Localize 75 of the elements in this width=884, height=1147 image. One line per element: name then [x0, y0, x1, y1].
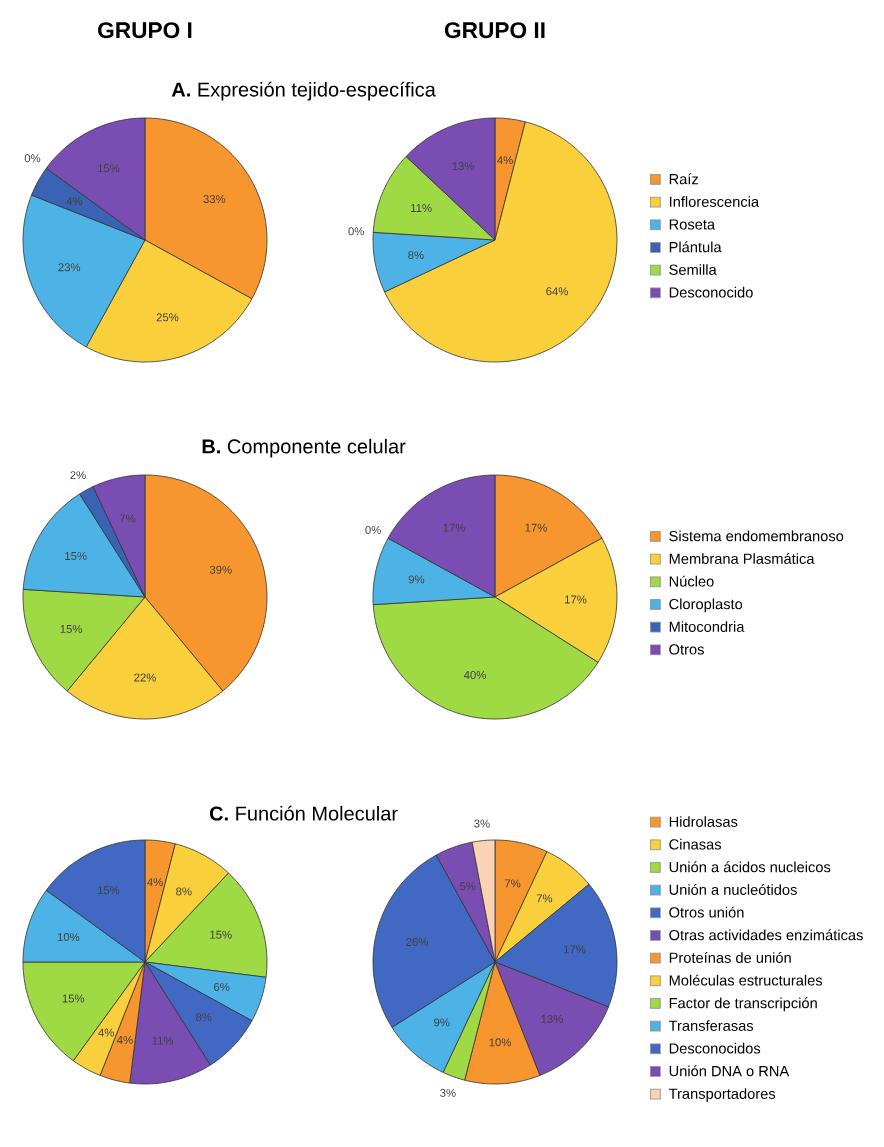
data-label: 39%	[209, 565, 232, 574]
legend-label: Mitocondria	[669, 621, 745, 632]
data-label: 10%	[489, 1038, 511, 1047]
data-label: 6%	[213, 982, 230, 991]
chart-subtitle: B. Componente celular	[202, 438, 406, 458]
legend-label: Núcleo	[669, 575, 714, 587]
legend-label: Desconocidos	[669, 1042, 761, 1054]
legend-label: Plántula	[669, 241, 722, 253]
data-label: 9%	[408, 575, 425, 584]
data-label: 15%	[65, 552, 87, 560]
data-label: 17%	[525, 523, 547, 532]
chart-title: GRUPO II	[444, 22, 545, 39]
legend-label: Unión DNA o RNA	[669, 1065, 790, 1077]
text: 0%	[24, 154, 41, 163]
data-label: 17%	[564, 945, 586, 954]
data-label: 11%	[152, 1036, 174, 1045]
legend-label: Transportadores	[668, 1088, 776, 1102]
legend-label: Proteínas de unión	[669, 952, 791, 963]
data-label: 17%	[565, 595, 587, 604]
text: 0%	[348, 227, 364, 236]
legend-label: Otras actividades enzimáticas	[669, 929, 863, 941]
data-label: 15%	[97, 886, 120, 895]
legend-label: Moléculas estructurales	[669, 974, 823, 986]
data-label: 15%	[60, 624, 83, 633]
data-label: 25%	[156, 313, 179, 322]
data-label: 7%	[504, 879, 521, 888]
data-label: 8%	[176, 887, 192, 896]
legend-label: Factor de transcripción	[669, 997, 817, 1012]
data-label: 4%	[147, 878, 163, 887]
chart-subtitle: A. Expresión tejido-específica	[171, 81, 436, 101]
data-label: 10%	[57, 933, 80, 942]
legend-label: Otros	[669, 644, 704, 655]
legend-label: Hidrolasas	[669, 816, 738, 827]
data-label: 3%	[474, 819, 490, 828]
legend-label: Unión a nucleótidos	[669, 884, 797, 895]
data-label: 13%	[541, 1014, 563, 1023]
legend-label: Unión a ácidos nucleicos	[669, 861, 831, 873]
legend-label: Transferasas	[668, 1020, 754, 1031]
data-label: 15%	[62, 994, 85, 1003]
data-label: 15%	[97, 164, 120, 173]
legend-label: Desconocido	[669, 286, 753, 298]
data-label: 7%	[536, 894, 553, 903]
legend-label: Otros unión	[669, 906, 744, 918]
data-label: 8%	[408, 251, 424, 260]
data-label: 2%	[70, 471, 86, 480]
chart-title: GRUPO I	[98, 22, 192, 39]
data-label: 13%	[452, 162, 474, 171]
data-label: 64%	[546, 287, 568, 296]
data-label: 3%	[440, 1088, 456, 1097]
data-label: 8%	[196, 1013, 212, 1022]
legend-label: Raíz	[669, 173, 699, 185]
data-label: 4%	[497, 156, 513, 165]
chart-subtitle: C. Función Molecular	[209, 805, 398, 821]
data-label: 5%	[459, 882, 476, 891]
legend-label: Cloroplasto	[669, 598, 743, 613]
legend-label: Inflorescencia	[669, 196, 760, 207]
legend-label: Roseta	[669, 219, 716, 230]
legend-label: Cinasas	[669, 838, 722, 850]
data-label: 23%	[58, 263, 81, 272]
data-label: 9%	[434, 1018, 450, 1027]
data-label: 4%	[66, 197, 83, 206]
text: 0%	[365, 525, 381, 534]
legend-label: Sistema endomembranoso	[669, 530, 844, 542]
data-label: 15%	[210, 930, 232, 939]
data-label: 22%	[134, 673, 156, 682]
legend-label: Semilla	[669, 264, 717, 275]
data-label: 4%	[117, 1036, 133, 1044]
data-label: 40%	[463, 670, 486, 679]
legend-label: Membrana Plasmática	[669, 553, 815, 564]
data-label: 7%	[119, 514, 136, 523]
data-label: 17%	[443, 523, 465, 532]
data-label: 33%	[203, 195, 226, 204]
data-label: 4%	[98, 1028, 114, 1037]
data-label: 11%	[411, 204, 432, 212]
data-label: 26%	[406, 937, 428, 946]
